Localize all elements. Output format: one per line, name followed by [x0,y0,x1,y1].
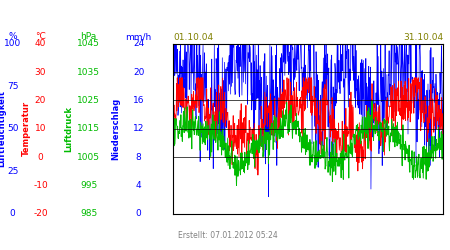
Text: 20: 20 [35,96,46,105]
Text: 10: 10 [35,124,46,133]
Text: 1035: 1035 [77,68,100,76]
Text: °C: °C [35,32,46,41]
Text: 30: 30 [35,68,46,76]
Text: 12: 12 [133,124,144,133]
Text: 0: 0 [136,209,141,218]
Text: hPa: hPa [81,32,97,41]
Text: 01.10.04: 01.10.04 [173,34,213,42]
Text: 75: 75 [7,82,18,91]
Text: mm/h: mm/h [126,32,152,41]
Text: 8: 8 [136,152,141,162]
Text: 40: 40 [35,39,46,48]
Text: 16: 16 [133,96,144,105]
Text: 1005: 1005 [77,152,100,162]
Text: 4: 4 [136,181,141,190]
Text: Niederschlag: Niederschlag [112,98,121,160]
Text: 20: 20 [133,68,144,76]
Text: 985: 985 [80,209,97,218]
Text: 25: 25 [7,167,18,176]
Text: 0: 0 [10,209,15,218]
Text: Luftdruck: Luftdruck [64,106,73,152]
Text: Temperatur: Temperatur [22,101,31,156]
Text: -10: -10 [33,181,48,190]
Text: %: % [8,32,17,41]
Text: 1045: 1045 [77,39,100,48]
Text: 1015: 1015 [77,124,100,133]
Text: 1025: 1025 [77,96,100,105]
Text: 31.10.04: 31.10.04 [403,34,443,42]
Text: 0: 0 [38,152,43,162]
Text: Erstellt: 07.01.2012 05:24: Erstellt: 07.01.2012 05:24 [178,231,278,240]
Text: 24: 24 [133,39,144,48]
Text: 995: 995 [80,181,97,190]
Text: Luftfeuchtigkeit: Luftfeuchtigkeit [0,90,6,167]
Text: 50: 50 [7,124,18,133]
Text: -20: -20 [33,209,48,218]
Text: 100: 100 [4,39,21,48]
